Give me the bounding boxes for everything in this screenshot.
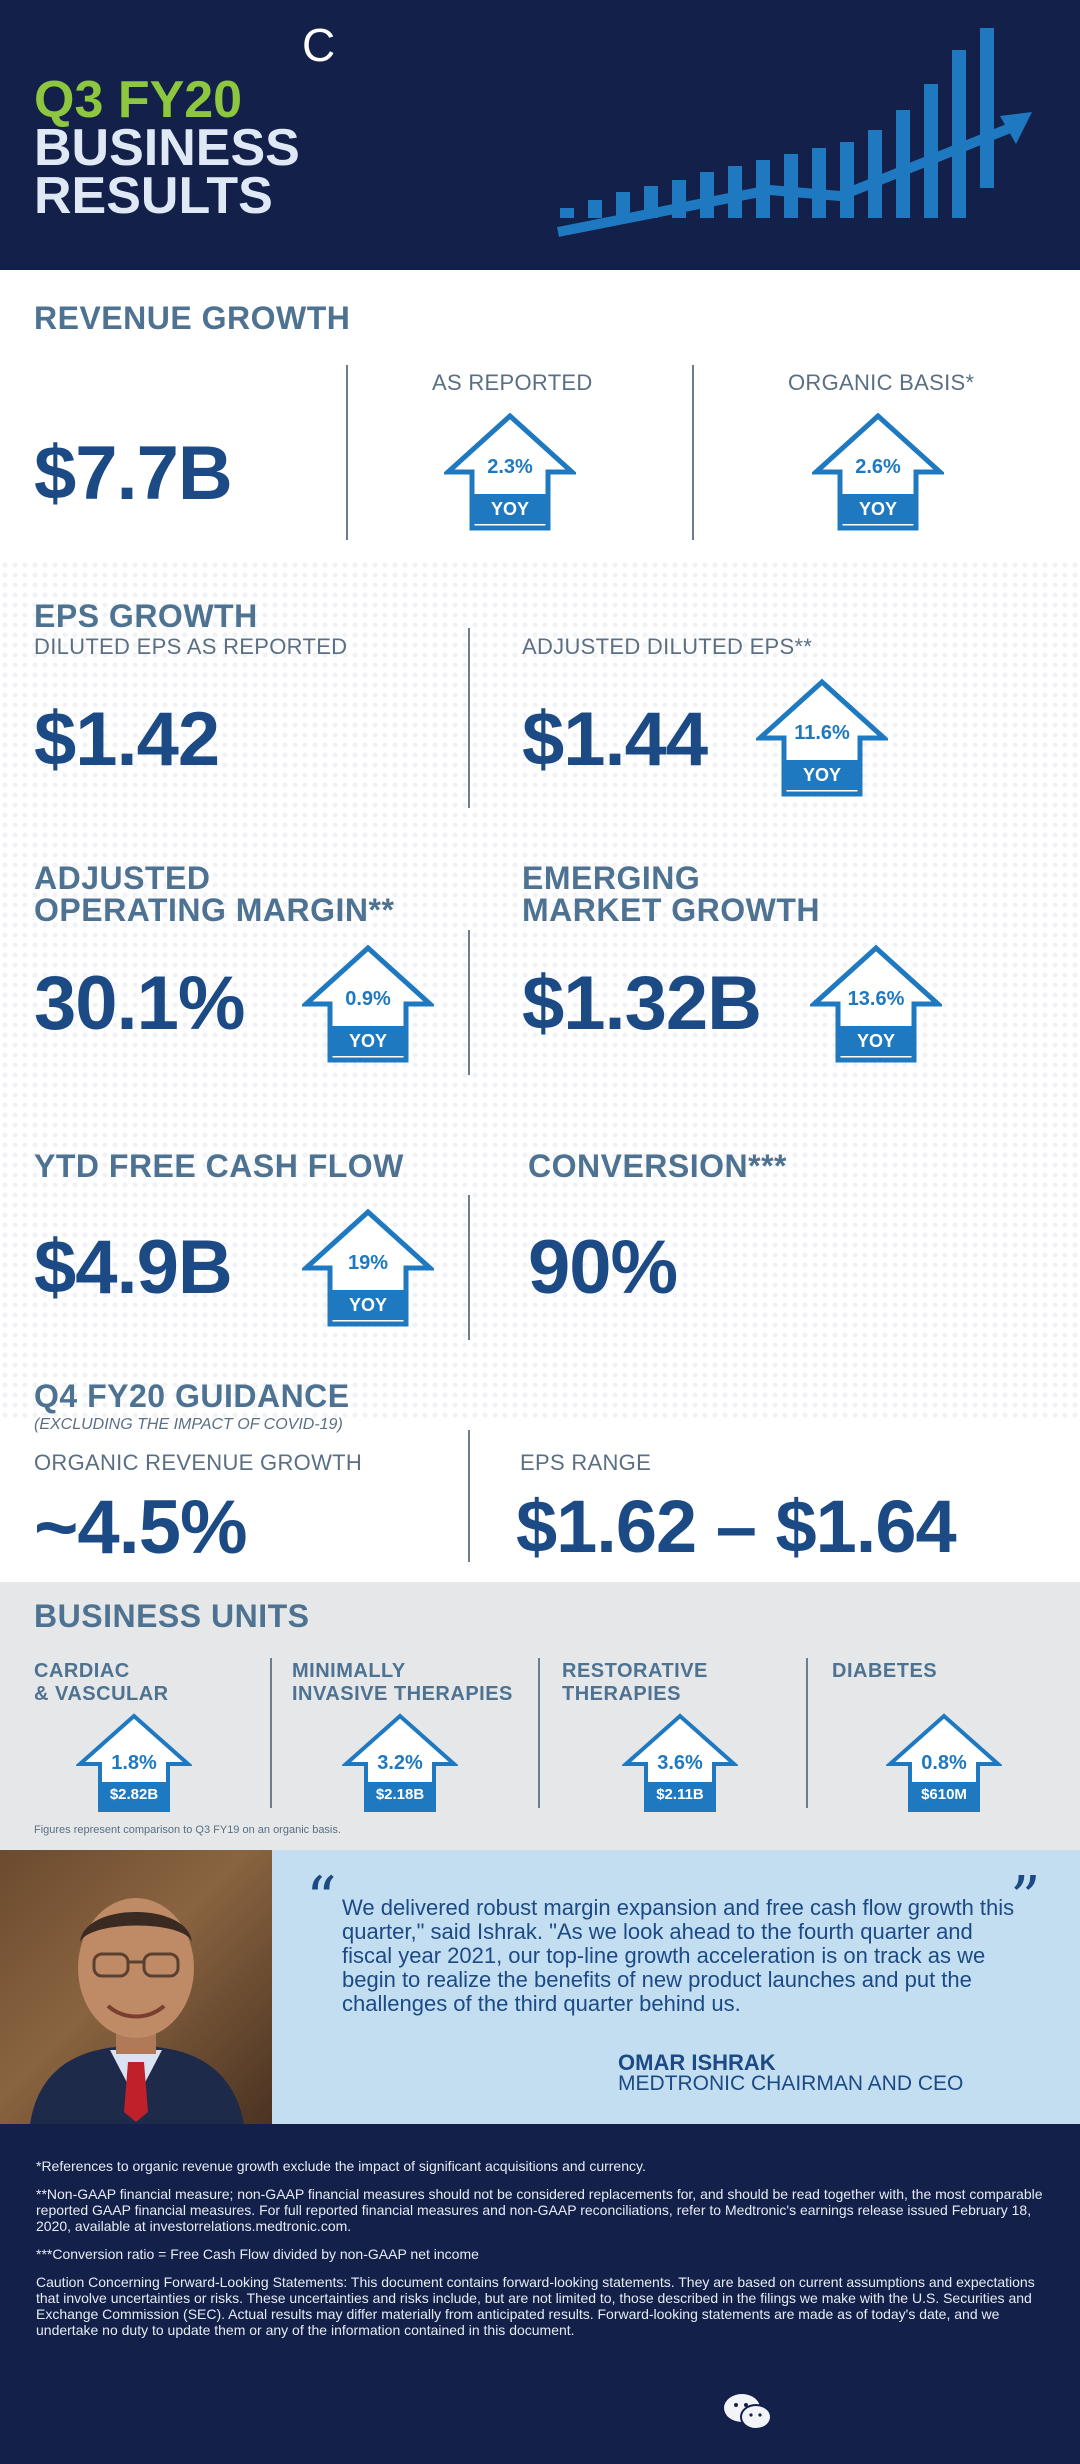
- open-quote-icon: “: [306, 1864, 337, 1934]
- eps-title: EPS GROWTH: [34, 598, 258, 634]
- emerging-title-line2: MARKET GROWTH: [522, 892, 821, 928]
- cashflow-pct: 19%: [347, 1252, 389, 1274]
- divider: [538, 1658, 540, 1808]
- bu-arrow: 3.6% $2.11B: [622, 1712, 738, 1812]
- adjusted-eps-arrow: 11.6% YOY: [756, 678, 888, 798]
- yoy-label: YOY: [838, 1026, 914, 1056]
- adjusted-eps-pct: 11.6%: [794, 722, 850, 744]
- diluted-eps-value: $1.42: [34, 697, 220, 782]
- bu-arrow: 3.2% $2.18B: [342, 1712, 458, 1812]
- brand-logo-fragment: C: [302, 19, 336, 71]
- bu-item: RESTORATIVE THERAPIES 3.6% $2.11B: [562, 1660, 792, 1820]
- divider: [468, 628, 470, 808]
- divider: [468, 1430, 470, 1562]
- footnote-non-gaap: **Non-GAAP financial measure; non-GAAP f…: [36, 2186, 1043, 2234]
- yoy-label: YOY: [840, 494, 916, 524]
- bu-value: $610M: [908, 1782, 980, 1808]
- business-units-section: BUSINESS UNITS CARDIAC & VASCULAR 1.8% $…: [0, 1582, 1080, 1850]
- cashflow-value: $4.9B: [34, 1225, 233, 1310]
- divider: [270, 1658, 272, 1808]
- page-title-line2: BUSINESS: [34, 119, 300, 177]
- margin-pct: 0.9%: [345, 988, 391, 1010]
- bu-pct: 0.8%: [921, 1752, 967, 1774]
- bu-item: CARDIAC & VASCULAR 1.8% $2.82B: [34, 1660, 264, 1820]
- guidance-organic-value: ~4.5%: [34, 1485, 248, 1570]
- yoy-label: YOY: [330, 1290, 406, 1320]
- ceo-photo: [0, 1850, 272, 2124]
- growth-chart-icon: [557, 28, 1032, 237]
- organic-label: ORGANIC BASIS*: [788, 370, 975, 395]
- bu-pct: 1.8%: [111, 1752, 157, 1774]
- yoy-label: YOY: [330, 1026, 406, 1056]
- bu-name-line1: DIABETES: [832, 1660, 938, 1682]
- as-reported-label: AS REPORTED: [432, 370, 593, 395]
- cashflow-title: YTD FREE CASH FLOW: [34, 1148, 404, 1184]
- header-banner: C Q3 FY20 BUSINESS RESULTS: [0, 0, 1080, 270]
- bu-name-line1: MINIMALLY: [292, 1660, 406, 1682]
- emerging-pct: 13.6%: [847, 988, 905, 1010]
- as-reported-arrow: 2.3% YOY: [444, 412, 576, 532]
- chat-icon: [724, 2394, 772, 2430]
- footer: *References to organic revenue growth ex…: [0, 2124, 1080, 2464]
- bu-value: $2.18B: [364, 1782, 436, 1808]
- footnote-organic: *References to organic revenue growth ex…: [36, 2158, 646, 2174]
- margin-arrow: 0.9% YOY: [302, 944, 434, 1064]
- bu-arrow: 1.8% $2.82B: [76, 1712, 192, 1812]
- yoy-label: YOY: [784, 760, 860, 790]
- footnote-conversion: ***Conversion ratio = Free Cash Flow div…: [36, 2246, 479, 2262]
- bu-value: $2.11B: [644, 1782, 716, 1808]
- guidance-subtitle: (EXCLUDING THE IMPACT OF COVID-19): [34, 1416, 343, 1433]
- conversion-value: 90%: [528, 1225, 678, 1310]
- bu-value: $2.82B: [98, 1782, 170, 1808]
- diluted-eps-label: DILUTED EPS AS REPORTED: [34, 634, 348, 659]
- emerging-arrow: 13.6% YOY: [810, 944, 942, 1064]
- emerging-value: $1.32B: [522, 961, 762, 1046]
- divider: [806, 1658, 808, 1808]
- yoy-label: YOY: [472, 494, 548, 524]
- business-units-note: Figures represent comparison to Q3 FY19 …: [34, 1824, 341, 1836]
- quote-text: We delivered robust margin expansion and…: [342, 1895, 1015, 2016]
- bu-pct: 3.6%: [657, 1752, 703, 1774]
- revenue-value: $7.7B: [34, 431, 233, 516]
- close-quote-icon: ”: [1010, 1864, 1041, 1934]
- adjusted-eps-label: ADJUSTED DILUTED EPS**: [522, 634, 813, 659]
- bu-name-line2: THERAPIES: [562, 1683, 681, 1705]
- quote-name: OMAR ISHRAK: [618, 2050, 776, 2075]
- guidance-eps-value: $1.62 – $1.64: [516, 1485, 957, 1568]
- margin-value: 30.1%: [34, 961, 245, 1046]
- bu-name-line2: INVASIVE THERAPIES: [292, 1683, 513, 1705]
- revenue-title: REVENUE GROWTH: [34, 300, 351, 336]
- cashflow-arrow: 19% YOY: [302, 1208, 434, 1328]
- page-title-line1: Q3 FY20: [34, 71, 243, 129]
- guidance-title: Q4 FY20 GUIDANCE: [34, 1378, 350, 1414]
- organic-arrow: 2.6% YOY: [812, 412, 944, 532]
- footnote-forward-looking: Caution Concerning Forward-Looking State…: [36, 2274, 1035, 2338]
- emerging-title-line1: EMERGING: [522, 860, 701, 896]
- bu-name-line1: RESTORATIVE: [562, 1660, 708, 1682]
- bu-item: MINIMALLY INVASIVE THERAPIES 3.2% $2.18B: [292, 1660, 532, 1820]
- conversion-title: CONVERSION***: [528, 1148, 787, 1184]
- page-title-line3: RESULTS: [34, 167, 273, 225]
- quote-role: MEDTRONIC CHAIRMAN AND CEO: [618, 2072, 964, 2095]
- margin-title-line2: OPERATING MARGIN**: [34, 892, 395, 928]
- organic-pct: 2.6%: [855, 456, 901, 478]
- bu-pct: 3.2%: [377, 1752, 423, 1774]
- as-reported-pct: 2.3%: [487, 456, 533, 478]
- guidance-eps-label: EPS RANGE: [520, 1450, 652, 1475]
- guidance-organic-label: ORGANIC REVENUE GROWTH: [34, 1450, 363, 1475]
- quote-section: “ ” We delivered robust margin expansion…: [0, 1850, 1080, 2124]
- bu-item: DIABETES 0.8% $610M: [832, 1660, 1052, 1820]
- divider: [468, 930, 470, 1075]
- margin-title-line1: ADJUSTED: [34, 860, 211, 896]
- bu-name-line2: & VASCULAR: [34, 1683, 169, 1705]
- divider: [692, 365, 694, 540]
- divider: [468, 1195, 470, 1340]
- bu-arrow: 0.8% $610M: [886, 1712, 1002, 1812]
- divider: [346, 365, 348, 540]
- bu-name-line1: CARDIAC: [34, 1660, 130, 1682]
- business-units-title: BUSINESS UNITS: [34, 1598, 310, 1634]
- adjusted-eps-value: $1.44: [522, 697, 708, 782]
